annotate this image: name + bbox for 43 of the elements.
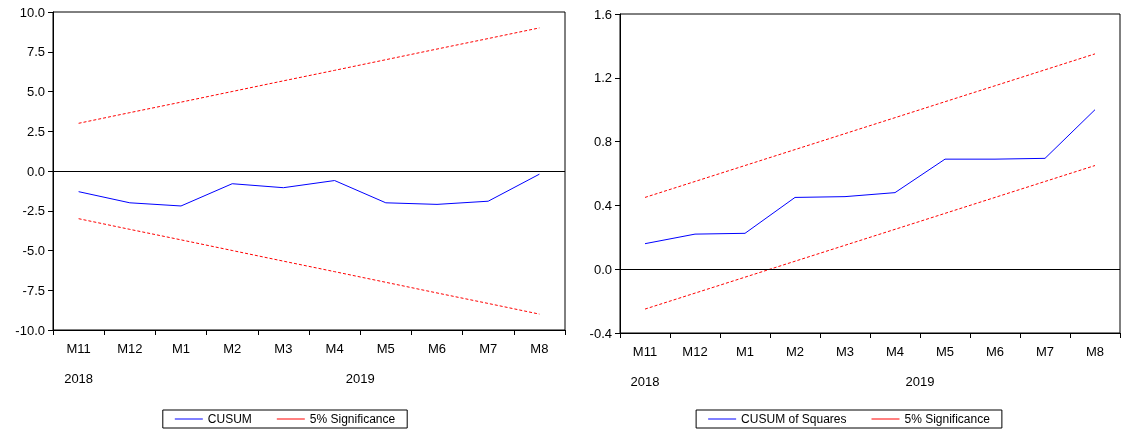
legend-label: CUSUM of Squares <box>741 412 847 426</box>
x-tick-label: M3 <box>274 341 293 356</box>
y-tick-label: 5.0 <box>26 84 45 99</box>
legend-label: 5% Significance <box>904 412 991 426</box>
x-tick-label: M1 <box>735 344 755 359</box>
y-tick-label: 1.2 <box>593 70 612 86</box>
x-tick-label: M2 <box>223 341 242 356</box>
x-tick-label: M8 <box>1085 344 1105 359</box>
x-tick-label: M6 <box>985 344 1005 359</box>
x-tick-label: M11 <box>632 344 658 359</box>
x-tick-label: M4 <box>885 344 905 359</box>
x-tick-label: M12 <box>117 341 143 356</box>
legend-label: CUSUM <box>207 412 252 426</box>
x-tick-label: M5 <box>935 344 955 359</box>
text: 2019 <box>345 370 375 386</box>
x-tick-label: M8 <box>530 341 549 356</box>
x-tick-label: M2 <box>785 344 805 359</box>
y-tick-label: 10.0 <box>19 4 45 20</box>
x-tick-label: M7 <box>1035 344 1055 359</box>
y-tick-label: -2.5 <box>22 203 45 219</box>
x-tick-label: M11 <box>66 341 91 356</box>
x-tick-label: M1 <box>171 341 191 356</box>
text: 2019 <box>905 373 935 389</box>
y-tick-label: 0.4 <box>593 197 612 213</box>
text: 2018 <box>630 373 660 389</box>
legend-label: 5% Significance <box>309 412 396 426</box>
x-tick-label: M3 <box>835 344 855 359</box>
y-tick-label: -7.5 <box>22 282 45 298</box>
y-tick-label: 1.6 <box>593 6 612 22</box>
x-tick-label: M7 <box>479 341 498 356</box>
y-tick-label: 7.5 <box>26 44 45 60</box>
y-tick-label: -10.0 <box>15 322 45 338</box>
x-tick-label: M6 <box>427 341 447 356</box>
y-tick-label: -5.0 <box>22 243 45 258</box>
text: 2018 <box>64 370 94 386</box>
x-tick-label: M4 <box>325 341 344 356</box>
y-tick-label: 2.5 <box>26 123 45 139</box>
y-tick-label: 0.0 <box>26 163 45 179</box>
x-tick-label: M12 <box>682 344 708 359</box>
x-tick-label: M5 <box>376 341 395 356</box>
y-tick-label: -0.4 <box>589 325 612 341</box>
y-tick-label: 0.8 <box>593 134 612 150</box>
y-tick-label: 0.0 <box>593 261 612 277</box>
